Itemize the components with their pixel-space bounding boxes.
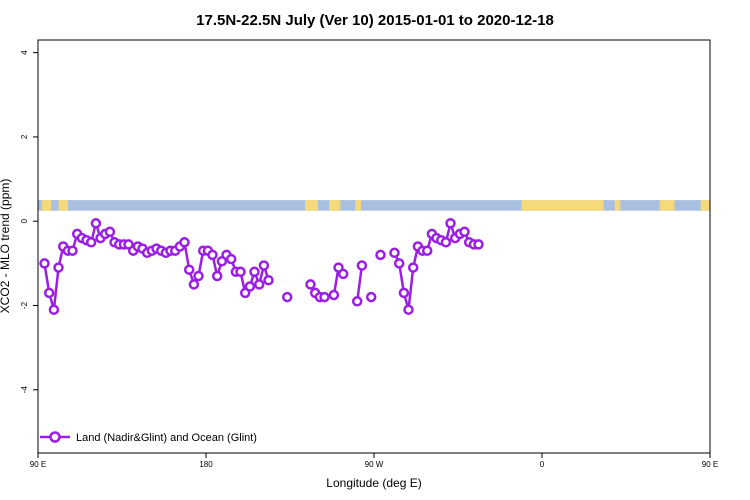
data-point — [445, 218, 456, 229]
land-segment — [58, 200, 68, 211]
data-point — [305, 279, 316, 290]
data-point — [356, 260, 368, 271]
data-point — [440, 237, 452, 248]
y-tick-label: -2 — [20, 301, 29, 309]
x-axis-label: Longitude (deg E) — [326, 476, 421, 490]
chart-title: 17.5N-22.5N July (Ver 10) 2015-01-01 to … — [196, 12, 554, 29]
data-point — [407, 262, 419, 273]
data-point — [39, 258, 50, 269]
land-ocean-strip — [38, 200, 710, 211]
x-tick-label: 90 E — [702, 460, 718, 469]
data-point — [253, 279, 265, 290]
data-point — [249, 266, 260, 278]
ocean-band — [38, 200, 710, 211]
data-point — [225, 253, 237, 265]
land-segment — [355, 200, 361, 211]
x-tick-label: 180 — [199, 460, 213, 469]
y-tick-label: 2 — [20, 134, 29, 139]
y-axis: -4 -2 0 2 4 — [20, 50, 38, 393]
data-point — [421, 245, 433, 256]
data-point — [389, 247, 400, 259]
y-axis-label: XCO2 - MLO trend (ppm) — [0, 179, 12, 314]
data-point — [258, 260, 270, 271]
land-segment — [329, 200, 341, 211]
data-point — [319, 291, 330, 303]
data-point — [263, 274, 274, 286]
land-segment — [521, 200, 604, 211]
data-point — [183, 264, 195, 275]
data-point — [351, 296, 363, 307]
land-segment — [304, 200, 318, 211]
data-point — [85, 237, 97, 248]
y-tick-label: 4 — [20, 50, 29, 55]
data-point — [281, 291, 293, 303]
legend-marker — [49, 431, 61, 443]
legend: Land (Nadir&Glint) and Ocean (Glint) — [40, 431, 257, 444]
data-point — [43, 287, 55, 299]
data-point — [473, 239, 484, 250]
data-point — [459, 226, 470, 238]
data-point — [398, 287, 410, 299]
data-point — [104, 226, 116, 238]
x-tick-label: 0 — [540, 460, 545, 469]
x-tick-label: 90 E — [30, 460, 46, 469]
data-point — [328, 289, 340, 301]
data-point — [53, 262, 64, 273]
data-point — [235, 266, 246, 278]
series-line-segment — [355, 265, 364, 302]
data-point — [207, 249, 218, 261]
data-point — [90, 218, 102, 229]
data-point — [337, 268, 349, 280]
data-point — [179, 237, 190, 248]
data-point — [244, 281, 256, 292]
data-point — [365, 291, 377, 303]
data-point — [393, 258, 405, 269]
data-point — [67, 245, 78, 256]
x-axis: 90 E 180 90 W 0 90 E — [30, 453, 718, 469]
land-segment — [41, 200, 52, 211]
legend-label: Land (Nadir&Glint) and Ocean (Glint) — [76, 432, 257, 444]
data-point — [211, 270, 223, 282]
data-point — [375, 249, 386, 261]
land-segment — [614, 200, 621, 211]
data-point — [188, 279, 200, 290]
series-group — [39, 218, 484, 315]
data-point — [193, 270, 204, 282]
land-segment — [659, 200, 675, 211]
y-tick-label: 0 — [20, 218, 29, 223]
data-point — [403, 304, 414, 315]
data-point — [48, 304, 60, 315]
y-tick-label: -4 — [20, 386, 29, 394]
land-segment — [700, 200, 710, 211]
x-tick-label: 90 W — [365, 460, 384, 469]
